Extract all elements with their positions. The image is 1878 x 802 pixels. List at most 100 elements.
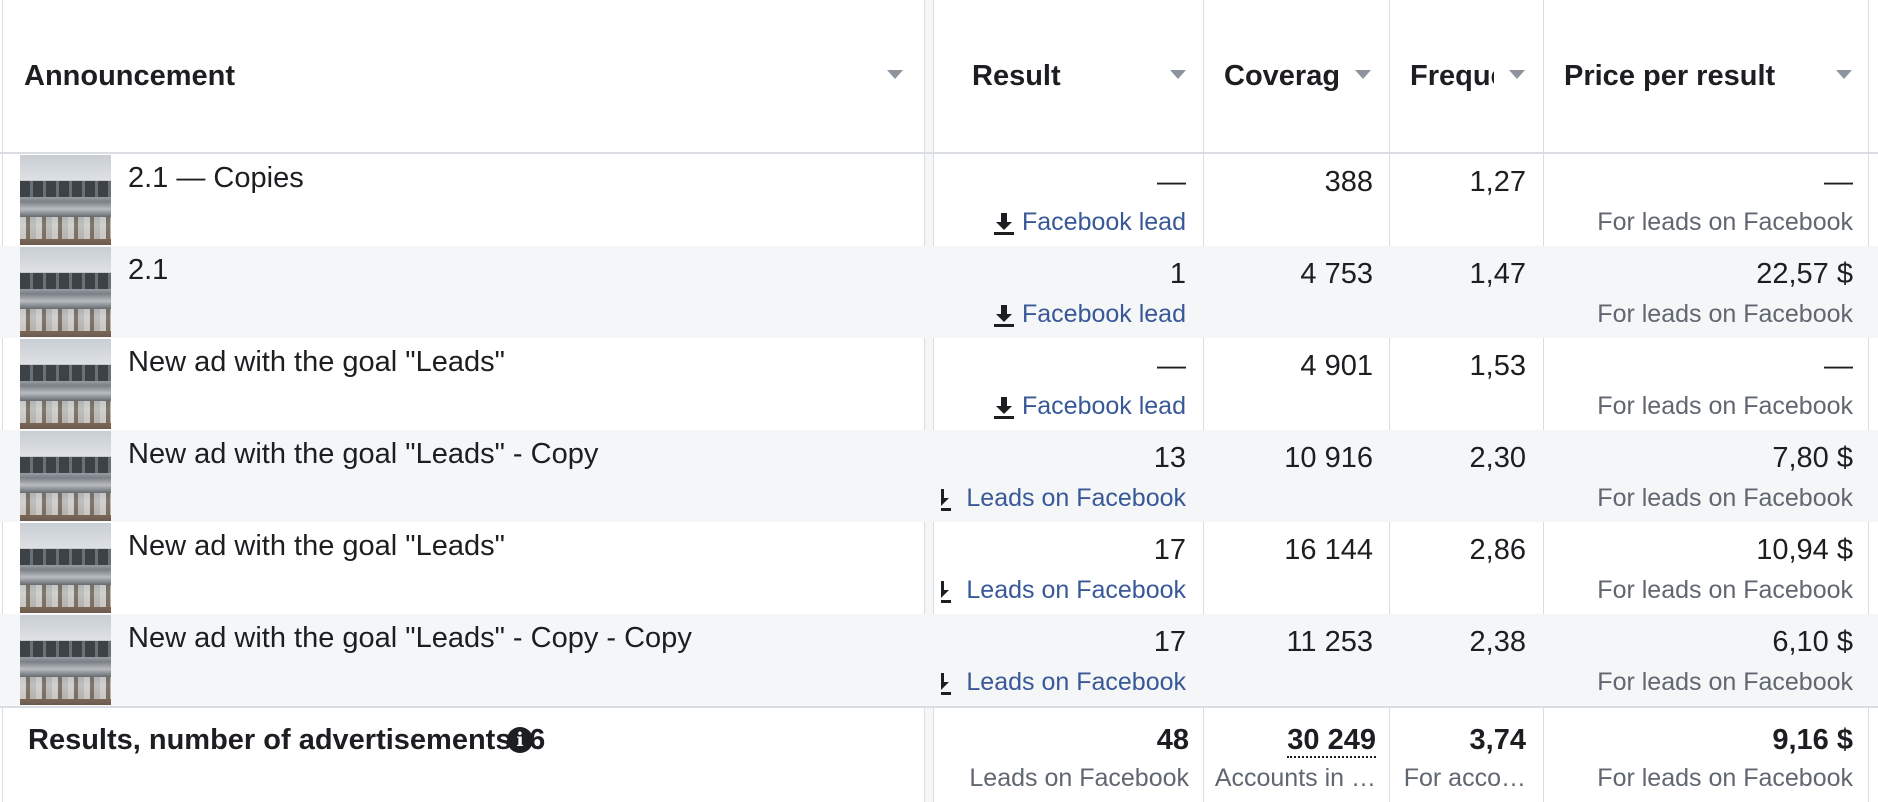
footer-divider [0, 706, 1878, 708]
ad-name[interactable]: New ad with the goal "Leads" [128, 346, 505, 378]
frequency-value: 1,27 [1469, 166, 1526, 198]
chevron-down-icon[interactable] [1170, 70, 1186, 79]
coverage-value: 10 916 [1284, 442, 1373, 474]
download-icon-wrap [992, 246, 1016, 338]
download-icon-wrap [941, 614, 951, 706]
price-sub: For leads on Facebook [1597, 300, 1853, 328]
result-type-link[interactable]: Leads on Facebook [966, 668, 1186, 696]
result-value: — [1157, 350, 1186, 382]
result-value: 17 [1153, 534, 1186, 566]
column-header-frequency[interactable]: Freque [1410, 0, 1494, 152]
ad-name[interactable]: 2.1 [128, 254, 169, 286]
price-value: — [1824, 166, 1853, 198]
coverage-value: 11 253 [1286, 626, 1373, 658]
download-icon-wrap [992, 338, 1016, 430]
coverage-value: 4 753 [1300, 258, 1373, 290]
chevron-down-icon[interactable] [887, 70, 903, 79]
download-icon-wrap [992, 154, 1016, 246]
result-value: 13 [1153, 442, 1186, 474]
column-divider [1543, 0, 1544, 802]
header-divider [0, 152, 1878, 154]
ad-name[interactable]: New ad with the goal "Leads" [128, 530, 505, 562]
column-header-announcement[interactable]: Announcement [24, 0, 884, 152]
download-icon [941, 581, 951, 603]
ad-thumbnail[interactable] [20, 431, 111, 521]
coverage-value: 4 901 [1300, 350, 1373, 382]
frequency-value: 2,86 [1469, 534, 1526, 566]
price-value: — [1824, 350, 1853, 382]
result-type-link[interactable]: Facebook lead [1021, 300, 1186, 328]
totals-result-sub: Leads on Facebook [969, 764, 1189, 792]
column-header-coverage[interactable]: Coverage [1224, 0, 1338, 152]
price-sub: For leads on Facebook [1597, 668, 1853, 696]
price-sub: For leads on Facebook [1597, 576, 1853, 604]
table-row[interactable]: New ad with the goal "Leads" 17 Leads on F… [0, 522, 1878, 614]
column-divider [1868, 0, 1869, 802]
totals-coverage-sub: Accounts in … [1214, 764, 1376, 792]
price-sub: For leads on Facebook [1597, 484, 1853, 512]
price-sub: For leads on Facebook [1597, 392, 1853, 420]
coverage-value: 388 [1324, 166, 1373, 198]
price-value: 7,80 $ [1772, 442, 1853, 474]
chevron-down-icon[interactable] [1836, 70, 1852, 79]
column-header-price[interactable]: Price per result [1564, 0, 1824, 152]
price-value: 22,57 $ [1756, 258, 1853, 290]
column-divider [1389, 0, 1390, 802]
download-icon [941, 489, 951, 511]
price-sub: For leads on Facebook [1597, 208, 1853, 236]
download-icon-wrap [941, 522, 951, 614]
coverage-value: 16 144 [1284, 534, 1373, 566]
result-type-link[interactable]: Leads on Facebook [966, 576, 1186, 604]
result-type-link[interactable]: Facebook lead [1021, 208, 1186, 236]
column-header-label: Result [972, 59, 1061, 92]
totals-price-sub: For leads on Facebook [1597, 764, 1853, 792]
frequency-value: 1,53 [1469, 350, 1526, 382]
result-value: 1 [1169, 258, 1186, 290]
download-icon [994, 305, 1014, 327]
result-value: 17 [1153, 626, 1186, 658]
totals-frequency-sub: For acco… [1403, 764, 1526, 792]
column-divider [1203, 0, 1204, 802]
ad-thumbnail[interactable] [20, 155, 111, 245]
table-row[interactable]: New ad with the goal "Leads" - Copy 13 Lea… [0, 430, 1878, 522]
chevron-down-icon[interactable] [1355, 70, 1371, 79]
ad-thumbnail[interactable] [20, 523, 111, 613]
frozen-column-divider[interactable] [924, 0, 934, 802]
column-header-result[interactable]: Result [972, 0, 1162, 152]
ad-name[interactable]: New ad with the goal "Leads" - Copy - Co… [128, 622, 692, 654]
result-value: — [1157, 166, 1186, 198]
column-divider [2, 0, 3, 802]
totals-coverage-value[interactable]: 30 249 [1287, 724, 1376, 758]
column-header-label: Freque [1410, 59, 1494, 92]
column-header-label: Coverage [1224, 59, 1338, 92]
download-icon [941, 673, 951, 695]
ad-thumbnail[interactable] [20, 615, 111, 705]
column-header-label: Price per result [1564, 59, 1776, 92]
result-type-link[interactable]: Facebook lead [1021, 392, 1186, 420]
price-value: 10,94 $ [1756, 534, 1853, 566]
totals-label: Results, number of advertisements: 6 [28, 724, 546, 756]
info-icon[interactable]: i [507, 727, 533, 753]
result-type-link[interactable]: Leads on Facebook [966, 484, 1186, 512]
totals-price: 9,16 $ [1772, 724, 1853, 756]
totals-frequency: 3,74 [1469, 724, 1526, 756]
table-row[interactable]: New ad with the goal "Leads" - Copy - Co… [0, 614, 1878, 706]
ad-thumbnail[interactable] [20, 339, 111, 429]
table-row[interactable]: 2.1 1 Facebook lead 4 753 1,47 22,57 $ For lea… [0, 246, 1878, 338]
table-row[interactable]: 2.1 — Copies — Facebook lead 388 1,27 — For le… [0, 154, 1878, 246]
totals-coverage[interactable]: 30 249 [1210, 724, 1376, 758]
download-icon-wrap [941, 430, 951, 522]
ad-name[interactable]: 2.1 — Copies [128, 162, 304, 194]
totals-result: 48 [1156, 724, 1189, 756]
frequency-value: 1,47 [1469, 258, 1526, 290]
download-icon [994, 213, 1014, 235]
price-value: 6,10 $ [1772, 626, 1853, 658]
column-header-label: Announcement [24, 59, 236, 92]
table-row[interactable]: New ad with the goal "Leads" — Facebook le… [0, 338, 1878, 430]
frequency-value: 2,38 [1469, 626, 1526, 658]
ad-name[interactable]: New ad with the goal "Leads" - Copy [128, 438, 599, 470]
ad-thumbnail[interactable] [20, 247, 111, 337]
chevron-down-icon[interactable] [1509, 70, 1525, 79]
frequency-value: 2,30 [1469, 442, 1526, 474]
